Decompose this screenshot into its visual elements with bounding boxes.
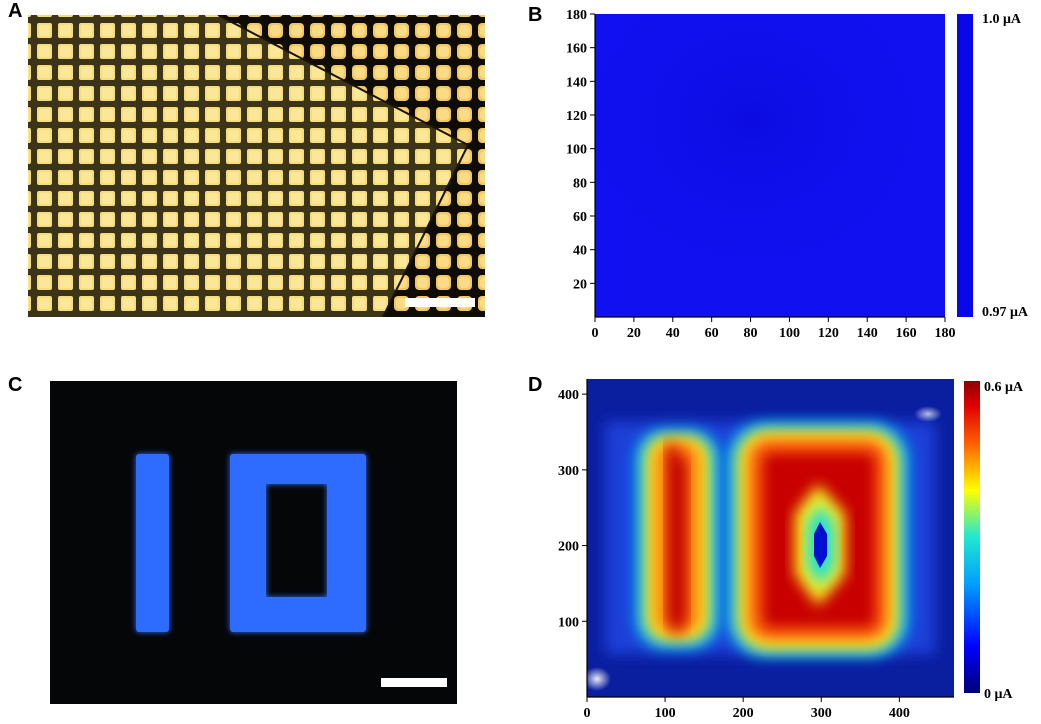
colorbar-d-max-label: 0.6 μA xyxy=(984,380,1024,395)
panel-c-fluorescence xyxy=(50,381,457,704)
x-tick-label: 0 xyxy=(584,706,591,721)
y-tick-label: 180 xyxy=(566,8,587,23)
colorbar-b-max-label: 1.0 μA xyxy=(982,12,1022,27)
panel-a-micrograph xyxy=(28,15,485,317)
y-tick-label: 400 xyxy=(558,388,579,403)
digit-zero xyxy=(230,454,366,632)
panel-b-heatmap: 0 20 40 60 80 100 120 140 160 180 20 40 60 80 100 120 14… xyxy=(540,4,1040,349)
panel-label-c: C xyxy=(8,374,23,396)
heatmap-d-region-one xyxy=(635,429,720,649)
x-tick-label: 160 xyxy=(896,326,917,341)
y-tick-label: 60 xyxy=(573,210,587,225)
scale-bar-a xyxy=(405,298,475,307)
x-tick-label: 100 xyxy=(655,706,676,721)
y-tick-label: 200 xyxy=(558,540,579,555)
panel-label-d: D xyxy=(528,374,543,396)
x-tick-label: 0 xyxy=(592,326,599,341)
colorbar-d-min-label: 0 μA xyxy=(984,687,1013,702)
x-tick-label: 120 xyxy=(818,326,839,341)
heatmap-d-region-zero xyxy=(727,422,909,657)
panel-d-heatmap: 0 100 200 300 400 100 200 300 400 0.6 μA 0 μA xyxy=(540,374,1040,724)
panel-label-b: B xyxy=(528,4,543,26)
x-tick-label: 180 xyxy=(935,326,956,341)
pad-array-image xyxy=(28,15,485,317)
panel-label-a: A xyxy=(8,0,23,22)
x-tick-label: 140 xyxy=(857,326,878,341)
heatmap-d-svg: 0 100 200 300 400 100 200 300 400 0.6 μA 0 μA xyxy=(558,379,1024,721)
y-tick-label: 100 xyxy=(558,615,579,630)
scale-bar-c xyxy=(381,678,447,687)
y-tick-label: 160 xyxy=(566,42,587,57)
x-tick-label: 300 xyxy=(811,706,832,721)
heatmap-b-svg: 0 20 40 60 80 100 120 140 160 180 20 40 60 80 100 120 14… xyxy=(566,8,1029,341)
x-tick-label: 20 xyxy=(627,326,641,341)
x-tick-label: 200 xyxy=(733,706,754,721)
y-tick-label: 40 xyxy=(573,244,587,259)
y-tick-label: 300 xyxy=(558,464,579,479)
colorbar-d xyxy=(964,381,980,693)
y-tick-label: 80 xyxy=(573,176,587,191)
x-tick-label: 80 xyxy=(744,326,758,341)
y-tick-label: 20 xyxy=(573,277,587,292)
y-tick-label: 120 xyxy=(566,109,587,124)
x-tick-label: 60 xyxy=(705,326,719,341)
digit-one xyxy=(136,454,169,632)
x-tick-label: 400 xyxy=(889,706,910,721)
colorbar-b xyxy=(957,14,973,317)
colorbar-b-min-label: 0.97 μA xyxy=(982,305,1029,320)
x-tick-label: 100 xyxy=(779,326,800,341)
y-tick-label: 140 xyxy=(566,75,587,90)
y-tick-label: 100 xyxy=(566,143,587,158)
led-digits-image xyxy=(50,381,457,704)
x-tick-label: 40 xyxy=(666,326,680,341)
